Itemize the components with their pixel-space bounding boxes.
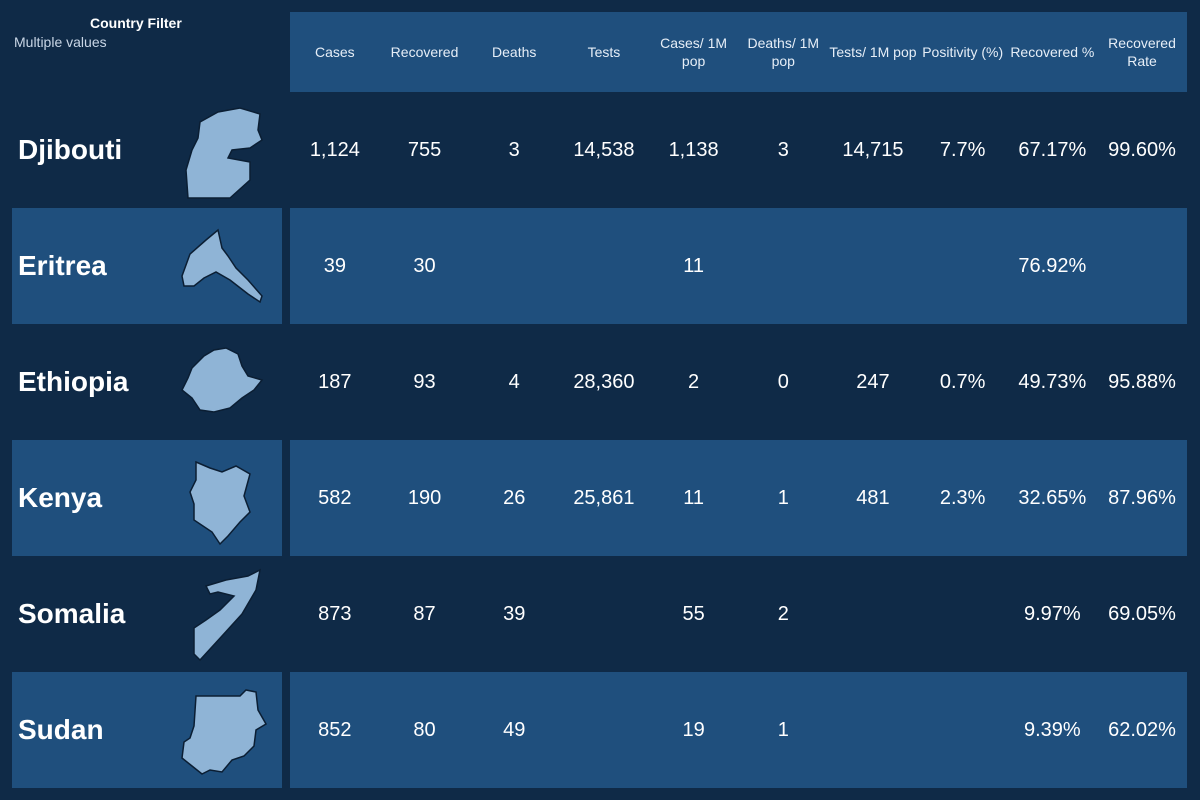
cell-recovered-pct: 9.97% bbox=[1023, 602, 1081, 625]
cell-recovered-rate: 99.60% bbox=[1108, 138, 1176, 161]
filter-title: Country Filter bbox=[90, 15, 182, 31]
col-header-positivity[interactable]: Positivity (%) bbox=[922, 44, 1004, 60]
cell-tests-per-1m bbox=[828, 672, 918, 788]
cell-tests bbox=[559, 208, 649, 324]
cell-recovered-pct: 67.17% bbox=[1018, 138, 1087, 161]
country-name: Kenya bbox=[18, 482, 103, 513]
cell-recovered-rate: 69.05% bbox=[1108, 602, 1176, 625]
cell-recovered: 87 bbox=[413, 602, 436, 625]
cell-recovered: 30 bbox=[413, 254, 436, 277]
data-band: 582 190 26 25,861 11 1 481 2.3% 32.65% 8… bbox=[290, 440, 1187, 556]
kenya-map-icon bbox=[170, 448, 270, 548]
cell-tests-per-1m: 14,715 bbox=[842, 138, 904, 161]
col-header-cases-per-1m[interactable]: Cases/ 1M pop bbox=[660, 35, 728, 69]
cell-tests-per-1m bbox=[828, 208, 918, 324]
data-band: 39 30 11 76.92% bbox=[290, 208, 1187, 324]
cell-tests: 28,360 bbox=[573, 370, 635, 393]
cell-cases: 852 bbox=[318, 718, 352, 741]
cell-deaths-per-1m bbox=[738, 208, 828, 324]
cell-tests-per-1m bbox=[828, 556, 918, 672]
cell-cases: 187 bbox=[318, 370, 352, 393]
cell-deaths: 4 bbox=[508, 370, 520, 393]
data-band: 1,124 755 3 14,538 1,138 3 14,715 7.7% 6… bbox=[290, 92, 1187, 208]
country-name: Sudan bbox=[18, 714, 104, 745]
col-header-recovered-pct[interactable]: Recovered % bbox=[1010, 44, 1095, 60]
cell-positivity bbox=[918, 672, 1008, 788]
cell-cases-per-1m: 1,138 bbox=[668, 138, 719, 161]
table-header: Cases Recovered Deaths Tests Cases/ 1M p… bbox=[290, 12, 1187, 92]
col-header-tests[interactable]: Tests bbox=[587, 44, 621, 60]
country-name: Djibouti bbox=[18, 134, 123, 165]
cell-cases-per-1m: 55 bbox=[682, 602, 705, 625]
cell-cases-per-1m: 19 bbox=[682, 718, 705, 741]
eritrea-map-icon bbox=[170, 216, 270, 316]
col-header-cases[interactable]: Cases bbox=[315, 44, 355, 60]
cell-cases-per-1m: 11 bbox=[683, 486, 704, 509]
country-name: Eritrea bbox=[18, 250, 107, 281]
cell-recovered-rate: 95.88% bbox=[1108, 370, 1176, 393]
cell-deaths: 26 bbox=[503, 486, 526, 509]
data-band: 852 80 49 19 1 9.39% 62.02% bbox=[290, 672, 1187, 788]
filter-value[interactable]: Multiple values bbox=[14, 34, 107, 50]
cell-positivity bbox=[918, 208, 1008, 324]
cell-tests-per-1m: 247 bbox=[856, 370, 890, 393]
country-cell[interactable]: Kenya bbox=[12, 440, 282, 556]
cell-cases: 582 bbox=[318, 486, 352, 509]
cell-deaths-per-1m: 3 bbox=[777, 138, 789, 161]
cell-recovered-pct: 9.39% bbox=[1023, 718, 1081, 741]
cell-cases: 1,124 bbox=[309, 138, 360, 161]
cell-positivity: 2.3% bbox=[939, 486, 986, 509]
country-cell[interactable]: Somalia bbox=[12, 556, 282, 672]
cell-recovered: 190 bbox=[407, 486, 442, 509]
ethiopia-map-icon bbox=[170, 332, 270, 432]
cell-cases-per-1m: 2 bbox=[688, 370, 700, 393]
cell-cases: 873 bbox=[318, 602, 352, 625]
country-name: Somalia bbox=[18, 598, 126, 629]
cell-recovered-rate: 62.02% bbox=[1108, 718, 1176, 741]
country-cell[interactable]: Ethiopia bbox=[12, 324, 282, 440]
cell-deaths: 49 bbox=[503, 718, 526, 741]
cell-tests bbox=[559, 556, 649, 672]
data-band: 187 93 4 28,360 2 0 247 0.7% 49.73% 95.8… bbox=[290, 324, 1187, 440]
cell-recovered-pct: 49.73% bbox=[1018, 370, 1087, 393]
cell-positivity: 7.7% bbox=[939, 138, 986, 161]
country-name: Ethiopia bbox=[18, 366, 129, 397]
cell-deaths-per-1m: 2 bbox=[777, 602, 789, 625]
cell-positivity: 0.7% bbox=[939, 370, 986, 393]
cell-cases: 39 bbox=[323, 254, 346, 277]
cell-deaths: 3 bbox=[508, 138, 520, 161]
country-filter[interactable]: Country Filter Multiple values bbox=[12, 12, 282, 92]
cell-recovered: 80 bbox=[413, 718, 436, 741]
cell-recovered-rate bbox=[1097, 208, 1187, 324]
cell-recovered-pct: 76.92% bbox=[1018, 254, 1087, 277]
cell-tests bbox=[559, 672, 649, 788]
cell-deaths-per-1m: 0 bbox=[777, 370, 789, 393]
cell-tests-per-1m: 481 bbox=[856, 486, 890, 509]
col-header-deaths-per-1m[interactable]: Deaths/ 1M pop bbox=[747, 35, 820, 69]
col-header-deaths[interactable]: Deaths bbox=[492, 44, 537, 60]
country-cell[interactable]: Sudan bbox=[12, 672, 282, 788]
col-header-tests-per-1m[interactable]: Tests/ 1M pop bbox=[829, 44, 917, 60]
country-cell[interactable]: Djibouti bbox=[12, 92, 282, 208]
cell-cases-per-1m: 11 bbox=[683, 254, 704, 277]
cell-deaths: 39 bbox=[503, 602, 526, 625]
cell-recovered: 755 bbox=[407, 138, 442, 161]
col-header-recovered-rate[interactable]: Recovered Rate bbox=[1108, 35, 1176, 69]
sudan-map-icon bbox=[170, 680, 270, 780]
cell-positivity bbox=[918, 556, 1008, 672]
somalia-map-icon bbox=[170, 564, 270, 664]
cell-tests: 14,538 bbox=[573, 138, 635, 161]
country-cell[interactable]: Eritrea bbox=[12, 208, 282, 324]
cell-recovered-pct: 32.65% bbox=[1018, 486, 1087, 509]
cell-deaths-per-1m: 1 bbox=[777, 718, 789, 741]
cell-deaths-per-1m: 1 bbox=[777, 486, 789, 509]
djibouti-map-icon bbox=[170, 100, 270, 200]
col-header-recovered[interactable]: Recovered bbox=[390, 44, 459, 60]
cell-recovered: 93 bbox=[413, 370, 436, 393]
cell-deaths bbox=[469, 208, 559, 324]
cell-recovered-rate: 87.96% bbox=[1108, 486, 1176, 509]
cell-tests: 25,861 bbox=[573, 486, 635, 509]
data-band: 873 87 39 55 2 9.97% 69.05% bbox=[290, 556, 1187, 672]
